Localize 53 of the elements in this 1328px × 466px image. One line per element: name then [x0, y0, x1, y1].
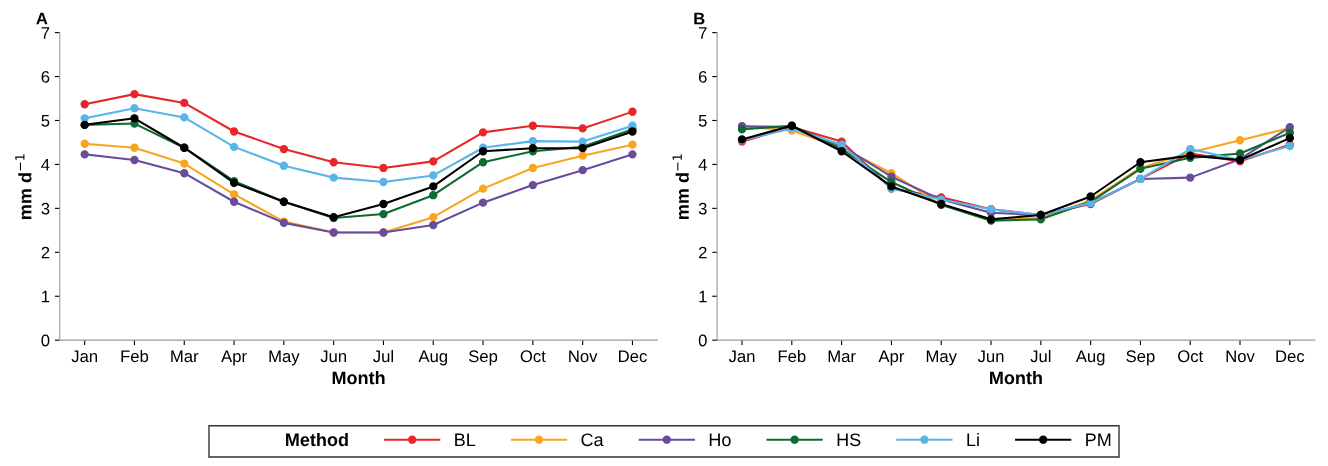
x-tick-label: Jan	[728, 350, 755, 363]
x-tick-label: Jan	[71, 350, 98, 363]
legend-label: Li	[967, 432, 979, 446]
y-tick-label: 5	[41, 115, 50, 127]
x-tick-label: Aug	[418, 350, 448, 366]
y-tick-label: 3	[41, 202, 50, 215]
legend-title: Method	[286, 432, 348, 447]
y-tick-label: 1	[699, 290, 707, 303]
x-tick-label: May	[926, 350, 957, 366]
x-tick-label: Mar	[171, 350, 199, 363]
y-tick-label: 4	[698, 159, 707, 171]
y-tick-label: 0	[698, 334, 707, 347]
x-tick-label: Jun	[320, 350, 347, 363]
y-axis-title: mm d$^{−1}$	[15, 154, 32, 219]
y-tick-label: 7	[698, 27, 707, 39]
x-tick-label: Nov	[1226, 350, 1255, 363]
y-tick-label: 0	[41, 334, 50, 347]
legend-label: BL	[455, 433, 476, 446]
y-tick-label: 2	[698, 246, 707, 259]
y-tick-label: 5	[698, 115, 707, 127]
x-tick-label: Apr	[878, 350, 905, 366]
y-tick-label: 1	[42, 290, 50, 303]
y-tick-label: 2	[41, 246, 50, 259]
chart-title: A	[36, 12, 48, 25]
y-tick-label: 4	[41, 159, 50, 171]
x-tick-label: Feb	[121, 349, 149, 363]
legend-label: Ca	[581, 433, 604, 447]
x-tick-label: Sep	[468, 350, 498, 366]
y-tick-label: 6	[698, 70, 707, 83]
legend-label: Ho	[709, 433, 731, 447]
x-tick-label: Jun	[977, 350, 1004, 363]
x-tick-label: Nov	[569, 350, 598, 363]
x-tick-label: Dec	[619, 350, 647, 363]
x-axis-title: Month	[990, 370, 1042, 385]
x-tick-label: Oct	[1178, 350, 1204, 363]
x-tick-label: Jul	[373, 349, 393, 363]
chart-title: B	[694, 12, 705, 25]
x-tick-label: Sep	[1126, 350, 1155, 366]
y-tick-label: 3	[698, 202, 707, 215]
x-tick-label: Feb	[778, 349, 806, 363]
legend-label: PM	[1086, 433, 1111, 446]
x-axis-title: Month	[332, 370, 385, 385]
x-tick-label: Apr	[221, 350, 247, 366]
y-tick-label: 7	[41, 27, 50, 39]
x-tick-label: May	[269, 350, 300, 366]
y-tick-label: 6	[41, 70, 50, 83]
x-tick-label: Dec	[1276, 350, 1305, 363]
x-tick-label: Oct	[520, 350, 546, 363]
x-tick-label: Aug	[1075, 350, 1105, 366]
x-tick-label: Jul	[1030, 349, 1051, 363]
x-tick-label: Mar	[828, 350, 856, 363]
legend-label: HS	[837, 433, 861, 447]
y-axis-title: mm d$^{−1}$	[672, 154, 689, 219]
